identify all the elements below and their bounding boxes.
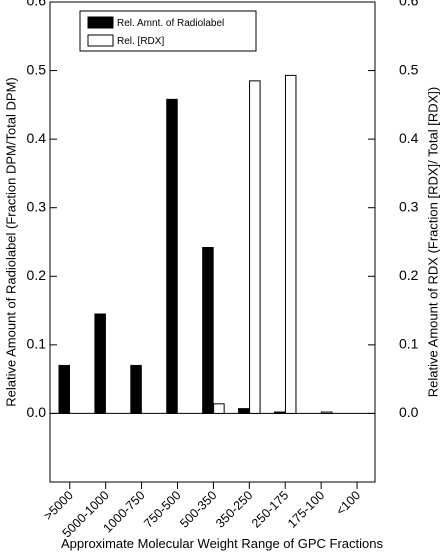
x-tick-label-3: 750-500 bbox=[141, 488, 183, 530]
y-tick-label-left-4: 0.4 bbox=[27, 130, 47, 146]
legend-label-radiolabel: Rel. Amnt. of Radiolabel bbox=[117, 18, 224, 29]
bar-rdx-6 bbox=[284, 74, 297, 414]
y-tick-label-right-0: 0.0 bbox=[399, 404, 419, 420]
y-tick-label-right-1: 0.1 bbox=[399, 336, 419, 352]
plot-frame bbox=[49, 1, 376, 483]
y-tick-label-left-6: 0.6 bbox=[27, 0, 47, 9]
x-tick-label-4: 500-350 bbox=[177, 488, 219, 530]
y-tick-label-left-3: 0.3 bbox=[27, 198, 47, 214]
bar-radiolabel-3 bbox=[166, 98, 178, 414]
ticks-group: 0.0 0.0 0.1 0.1 0.2 0.2 0.3 0.3 0.4 0.4 0.5 0.5 0.6 0… bbox=[27, 0, 419, 540]
y-tick-label-left-0: 0.0 bbox=[27, 404, 47, 420]
bar-radiolabel-6 bbox=[273, 411, 286, 414]
bar-rdx-5 bbox=[249, 80, 261, 414]
bar-radiolabel-5 bbox=[238, 408, 250, 414]
x-tick-label-7: 175-100 bbox=[285, 488, 327, 530]
legend-label-rdx: Rel. [RDX] bbox=[117, 36, 164, 47]
bar-radiolabel-2 bbox=[130, 364, 142, 414]
y-tick-label-left-2: 0.2 bbox=[27, 267, 47, 283]
legend-swatch-rdx bbox=[87, 34, 114, 47]
y-tick-label-right-4: 0.4 bbox=[399, 130, 419, 146]
y-tick-label-right-3: 0.3 bbox=[399, 198, 419, 214]
y-tick-label-left-1: 0.1 bbox=[27, 336, 47, 352]
bar-radiolabel-4 bbox=[202, 246, 214, 414]
y-tick-label-right-2: 0.2 bbox=[399, 267, 419, 283]
legend: Rel. Amnt. of Radiolabel Rel. [RDX] bbox=[79, 10, 257, 52]
y-tick-label-right-6: 0.6 bbox=[399, 0, 419, 9]
x-axis-label: Approximate Molecular Weight Range of GP… bbox=[61, 536, 384, 551]
legend-swatch-radiolabel bbox=[87, 16, 114, 29]
x-tick-label-0: >5000 bbox=[41, 488, 76, 523]
bar-rdx-4 bbox=[213, 403, 225, 414]
y-tick-label-left-5: 0.5 bbox=[27, 61, 47, 77]
bar-radiolabel-0 bbox=[58, 364, 71, 414]
bar-radiolabel-1 bbox=[94, 313, 106, 414]
x-tick-label-8: <100 bbox=[333, 488, 363, 518]
x-tick-label-5: 350-250 bbox=[213, 488, 255, 530]
bar-rdx-7 bbox=[320, 411, 333, 414]
y-axis-label-left: Relative Amount of Radiolabel (Fraction … bbox=[3, 77, 18, 406]
y-tick-label-right-5: 0.5 bbox=[399, 61, 419, 77]
x-tick-label-6: 250-175 bbox=[249, 488, 291, 530]
y-axis-label-right: Relative Amount of RDX (Fraction [RDX]/ … bbox=[425, 87, 440, 397]
bars-group bbox=[58, 74, 333, 414]
